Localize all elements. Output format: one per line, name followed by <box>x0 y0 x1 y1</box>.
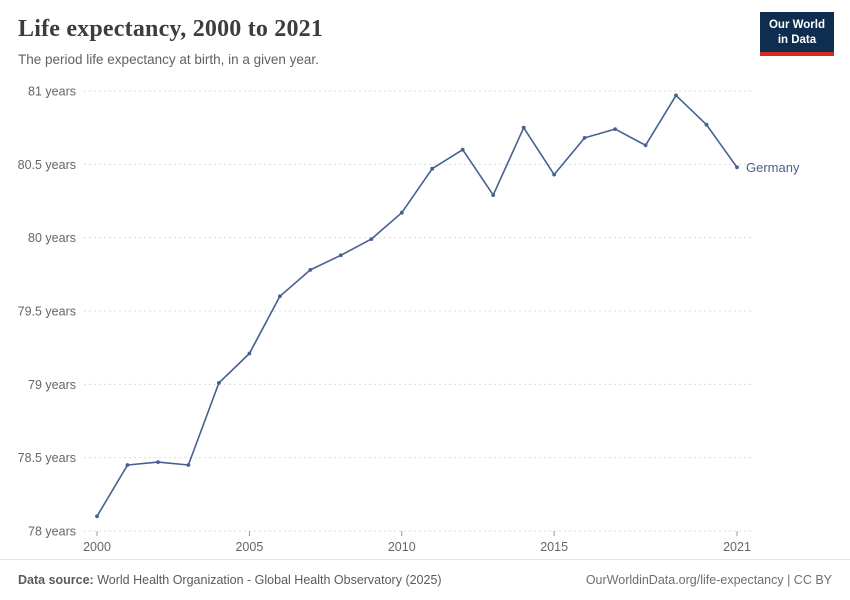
y-axis-label: 79 years <box>28 378 76 392</box>
data-source-label: Data source: <box>18 573 94 587</box>
data-point[interactable] <box>491 193 496 197</box>
chart-title: Life expectancy, 2000 to 2021 <box>18 16 324 42</box>
data-point[interactable] <box>399 210 404 215</box>
series-end-label[interactable]: Germany <box>746 160 800 175</box>
x-axis-label: 2015 <box>540 540 568 554</box>
data-point[interactable] <box>613 127 617 131</box>
chart-footer: Data source: World Health Organization -… <box>0 559 850 600</box>
chart-subtitle: The period life expectancy at birth, in … <box>18 52 319 67</box>
data-point[interactable] <box>338 253 343 258</box>
data-point[interactable] <box>521 125 526 130</box>
data-point[interactable] <box>125 463 130 467</box>
data-point[interactable] <box>735 165 739 170</box>
data-point[interactable] <box>186 463 191 467</box>
data-source: Data source: World Health Organization -… <box>18 573 442 587</box>
data-point[interactable] <box>643 143 648 148</box>
owid-logo: Our World in Data <box>759 12 834 56</box>
license-note: OurWorldinData.org/life-expectancy | CC … <box>585 573 832 587</box>
data-point[interactable] <box>430 166 435 171</box>
y-axis-label: 78.5 years <box>18 451 76 465</box>
data-point[interactable] <box>278 294 282 299</box>
data-point[interactable] <box>217 381 221 385</box>
x-axis-label: 2021 <box>723 540 751 554</box>
y-axis-label: 78 years <box>28 525 76 539</box>
line-chart: 78 years 78.5 years 79 years 79.5 years 80 y… <box>18 85 800 555</box>
data-point[interactable] <box>308 268 313 272</box>
data-point[interactable] <box>704 122 709 127</box>
x-axis-label: 2005 <box>235 540 263 554</box>
owid-logo-line1: Our World <box>768 19 825 31</box>
x-axis-label: 2010 <box>388 540 416 554</box>
data-point[interactable] <box>369 237 374 242</box>
y-axis-label: 80 years <box>28 231 76 245</box>
y-axis-label: 79.5 years <box>18 305 76 319</box>
data-point[interactable] <box>156 460 160 464</box>
data-point[interactable] <box>674 93 678 98</box>
data-point[interactable] <box>95 514 99 519</box>
y-axis-label: 81 years <box>28 85 76 99</box>
data-point[interactable] <box>552 172 556 177</box>
data-point[interactable] <box>582 136 587 140</box>
y-axis-label: 80.5 years <box>18 158 76 172</box>
data-source-text: World Health Organization - Global Healt… <box>93 573 442 587</box>
x-axis-label: 2000 <box>83 540 111 554</box>
series-line-germany[interactable] <box>96 94 738 518</box>
data-point[interactable] <box>247 351 252 356</box>
data-point[interactable] <box>460 147 465 152</box>
owid-logo-line2: in Data <box>777 33 817 46</box>
